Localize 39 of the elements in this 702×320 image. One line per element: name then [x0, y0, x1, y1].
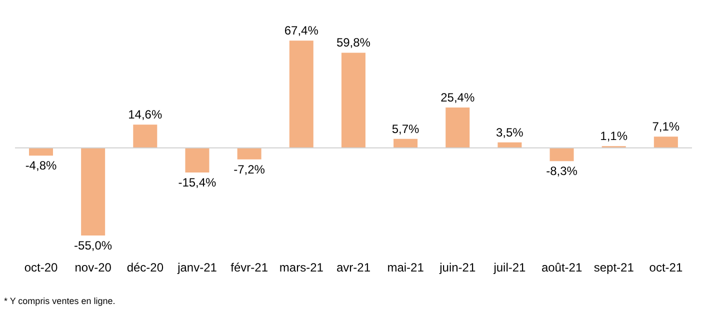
bar — [237, 148, 262, 160]
data-label: -55,0% — [74, 238, 112, 253]
x-tick-label: oct-20 — [24, 260, 58, 275]
x-tick-label: déc-20 — [126, 260, 164, 275]
data-label: 1,1% — [600, 129, 628, 144]
data-label: -8,3% — [546, 164, 578, 178]
x-tick-label: janv-21 — [176, 260, 218, 275]
bar — [498, 142, 522, 148]
data-label: -7,2% — [234, 162, 266, 176]
bar — [29, 148, 53, 156]
x-tick-label: juil-21 — [492, 260, 526, 275]
data-label: -4,8% — [25, 158, 57, 173]
x-tick-label: oct-21 — [649, 260, 683, 275]
x-tick-label: avr-21 — [336, 260, 371, 275]
bar — [81, 148, 106, 236]
bar — [550, 148, 574, 162]
data-label: 14,6% — [128, 108, 162, 122]
data-label: 7,1% — [652, 120, 680, 134]
bar — [446, 107, 470, 148]
bar — [289, 40, 314, 148]
data-label: -15,4% — [178, 175, 217, 190]
data-label: 59,8% — [336, 36, 371, 50]
data-label: 5,7% — [392, 122, 420, 136]
x-tick-label: août-21 — [541, 260, 582, 275]
x-tick-label: nov-20 — [74, 260, 112, 275]
x-tick-label: sept-21 — [594, 260, 634, 275]
x-tick-label: févr-21 — [230, 260, 268, 275]
data-label: 25,4% — [440, 90, 475, 104]
data-label: 67,4% — [284, 24, 319, 38]
text: * Y compris ventes en ligne. — [4, 296, 116, 306]
x-tick-label: mars-21 — [279, 260, 324, 275]
bar — [341, 52, 366, 148]
x-tick-label: juin-21 — [438, 260, 476, 275]
bar — [185, 148, 210, 172]
data-label: 3,5% — [496, 125, 524, 140]
bar — [133, 124, 158, 148]
bar — [394, 138, 418, 148]
bar — [654, 136, 678, 148]
x-tick-label: mai-21 — [387, 260, 424, 275]
